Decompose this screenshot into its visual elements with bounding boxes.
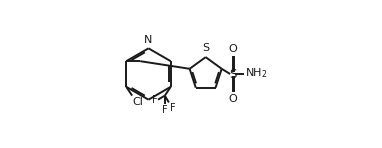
Text: Cl: Cl xyxy=(133,97,144,107)
Text: F: F xyxy=(170,103,175,113)
Text: N: N xyxy=(144,35,153,45)
Text: F: F xyxy=(152,95,157,105)
Text: S: S xyxy=(229,67,236,81)
Text: S: S xyxy=(202,44,209,53)
Text: F: F xyxy=(162,105,168,115)
Text: O: O xyxy=(228,94,237,104)
Text: NH$_2$: NH$_2$ xyxy=(245,66,268,80)
Text: O: O xyxy=(228,44,237,54)
